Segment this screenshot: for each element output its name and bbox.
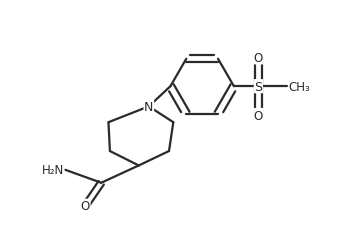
Text: O: O <box>81 199 90 212</box>
Text: O: O <box>254 52 263 65</box>
Text: N: N <box>144 100 153 113</box>
Text: O: O <box>254 109 263 122</box>
Text: H₂N: H₂N <box>42 164 64 176</box>
Text: S: S <box>255 80 262 93</box>
Text: CH₃: CH₃ <box>289 80 310 93</box>
